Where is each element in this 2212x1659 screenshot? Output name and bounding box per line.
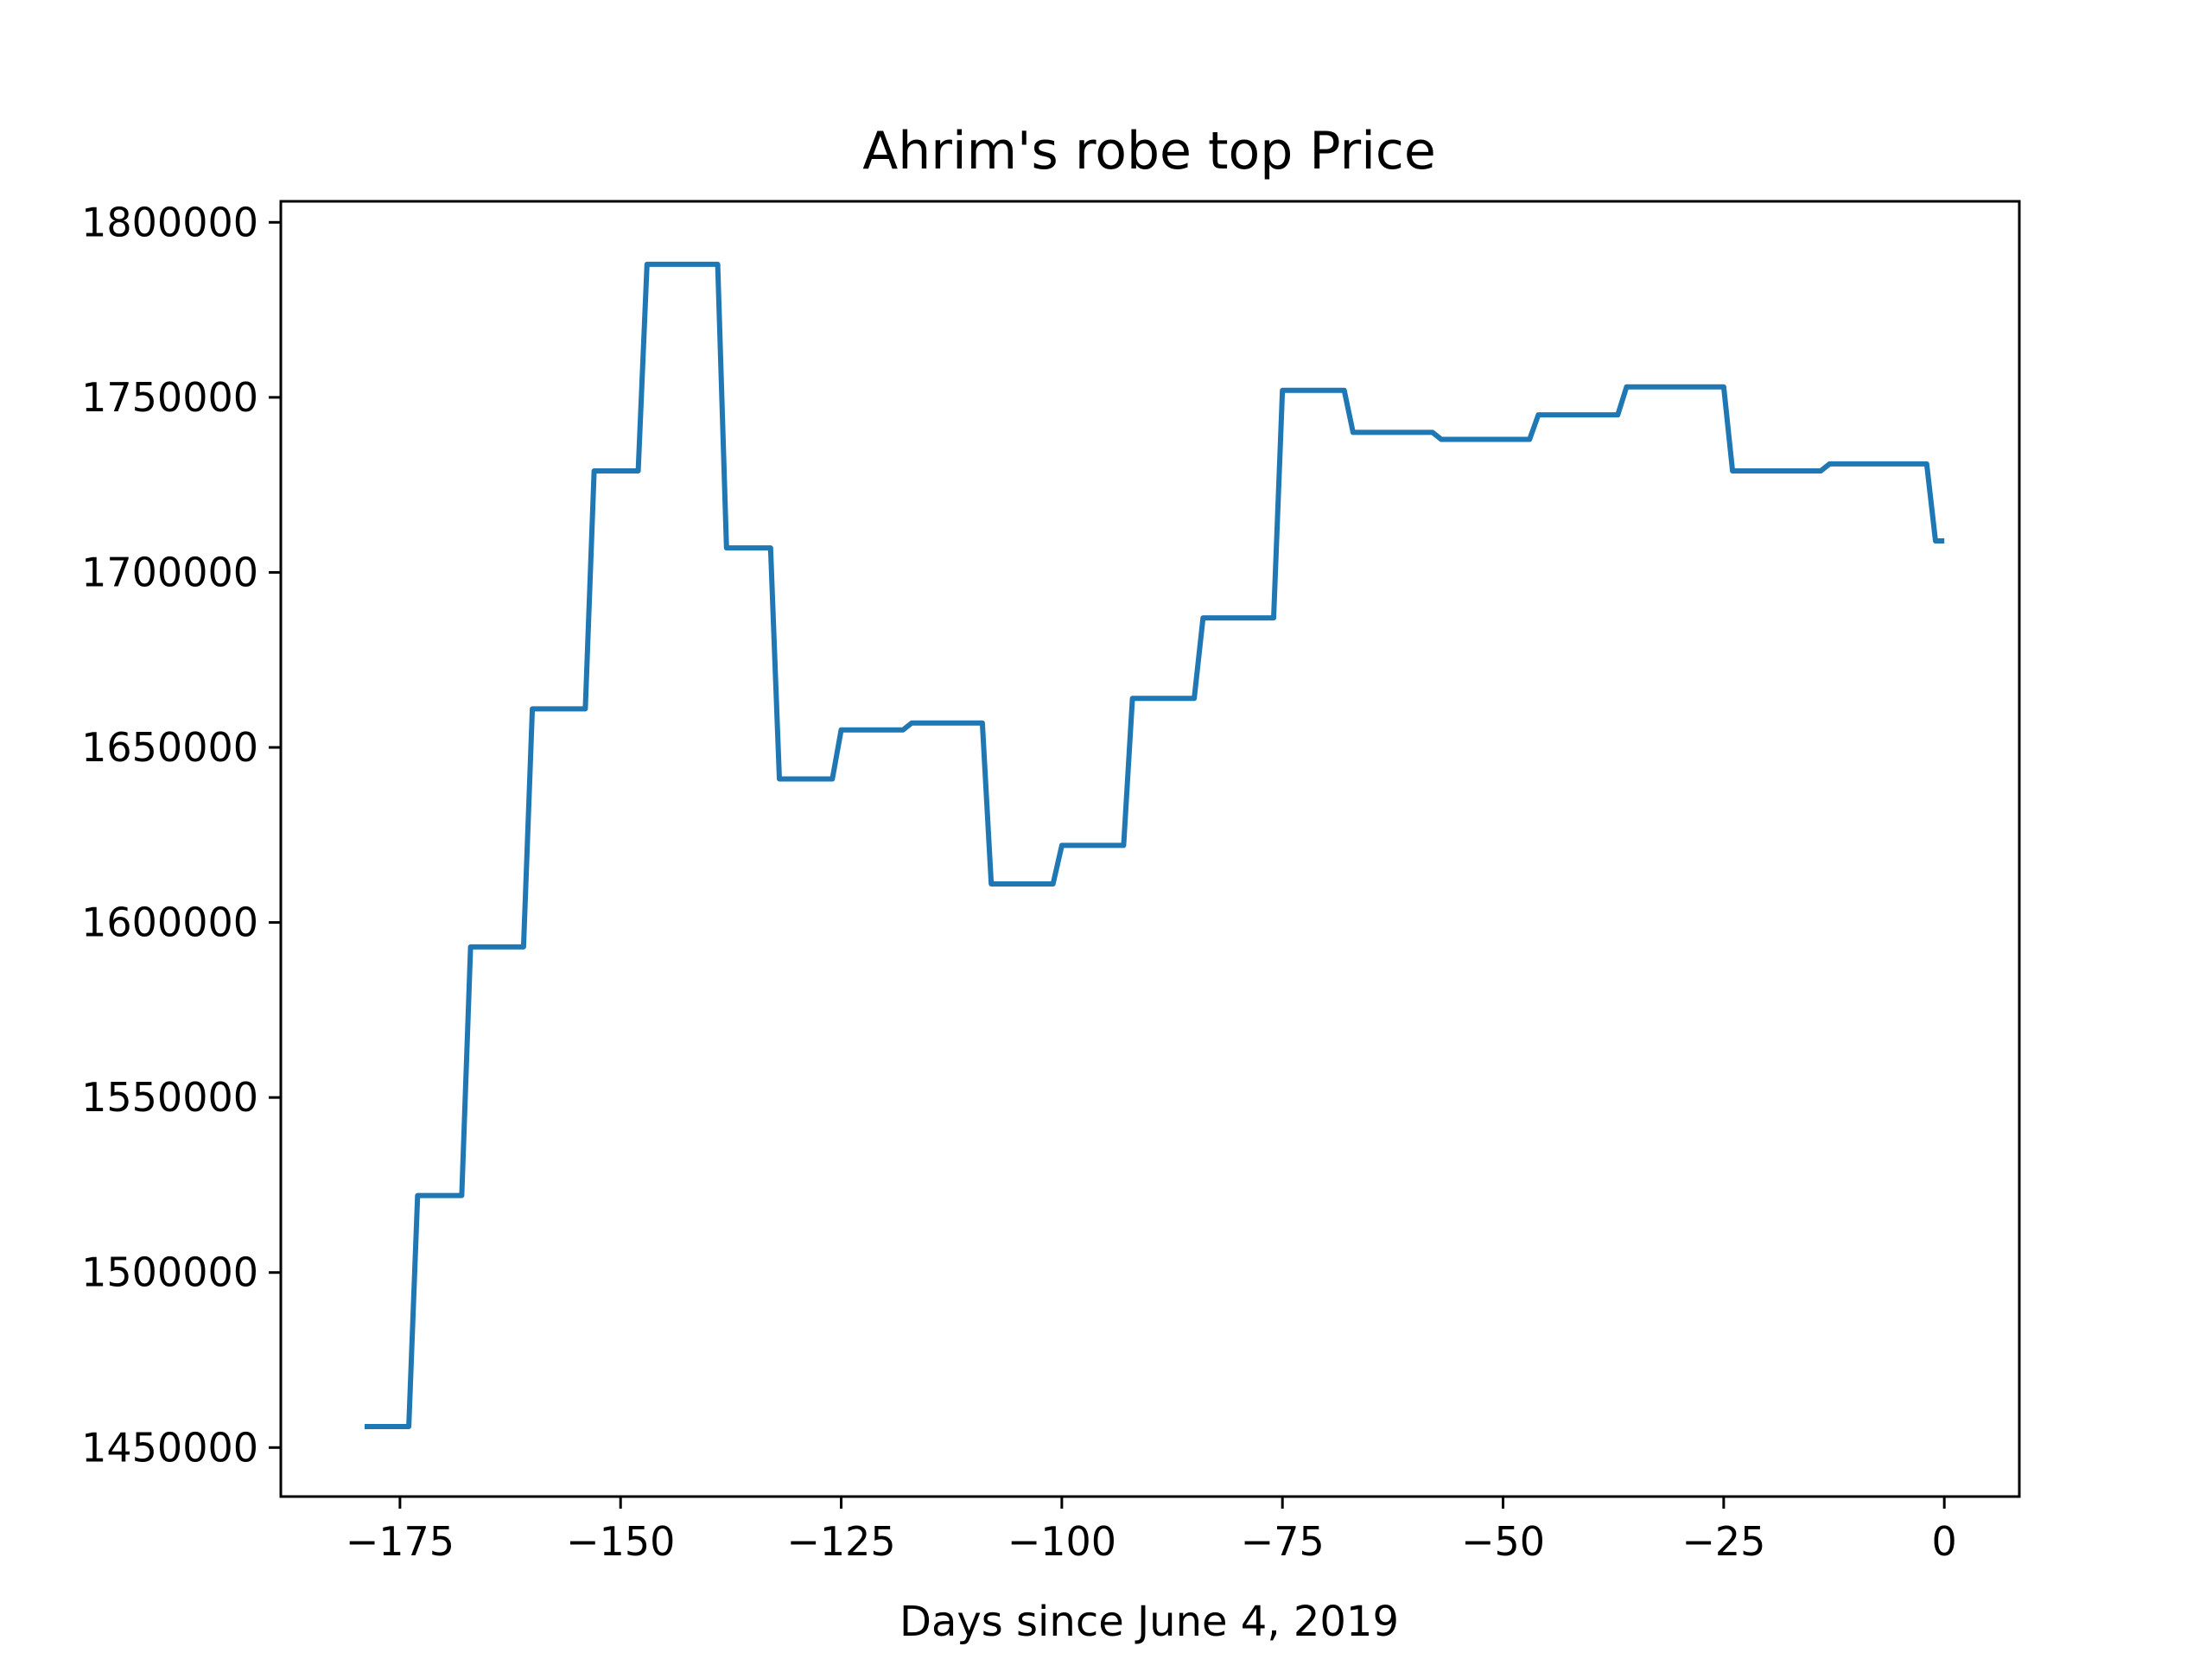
x-tick-label: −125	[786, 1518, 895, 1565]
plot-area: −175 −150 −125 −100 −75 −50 −25 0 1450000 1500000…	[81, 199, 2021, 1565]
y-tick-label: 1600000	[81, 899, 258, 946]
y-tick-label: 1500000	[81, 1249, 258, 1296]
y-tick-label: 1800000	[81, 199, 258, 245]
x-tick-label: −100	[1007, 1518, 1116, 1565]
x-tick-label: −175	[346, 1518, 454, 1565]
y-tick-label: 1750000	[81, 374, 258, 421]
x-tick-label: −150	[566, 1518, 675, 1565]
x-tick-label: −50	[1461, 1518, 1545, 1565]
y-tick-label: 1700000	[81, 549, 258, 595]
x-tick-label: 0	[1932, 1518, 1957, 1565]
y-tick-label: 1450000	[81, 1424, 258, 1471]
x-axis-label: Days since June 4, 2019	[899, 1598, 1399, 1646]
y-tick-label: 1550000	[81, 1074, 258, 1121]
plot-frame	[279, 200, 2021, 1498]
y-tick-label: 1650000	[81, 724, 258, 771]
series-line	[365, 261, 1945, 1429]
chart-title: Ahrim's robe top Price	[862, 121, 1436, 181]
x-tick-label: −25	[1681, 1518, 1765, 1565]
x-tick-label: −75	[1241, 1518, 1325, 1565]
